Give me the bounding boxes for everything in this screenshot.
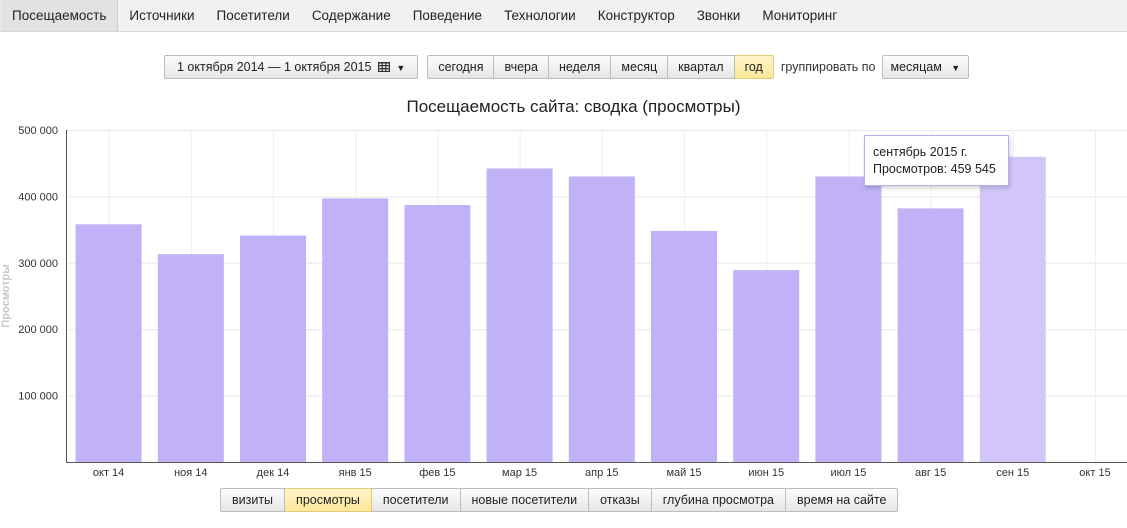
x-tick-label: окт 14	[93, 467, 124, 479]
nav-tab-technologies[interactable]: Технологии	[504, 8, 576, 23]
nav-tab-visitors[interactable]: Посетители	[216, 8, 290, 23]
bar	[157, 254, 224, 462]
tooltip-value: Просмотров: 459 545	[873, 162, 996, 176]
chart-tooltip: сентябрь 2015 г. Просмотров: 459 545	[864, 135, 1009, 186]
date-range-label: 1 октября 2014 — 1 октября 2015	[177, 60, 372, 74]
group-by-select[interactable]: месяцам ▼	[881, 55, 970, 79]
period-yesterday-button[interactable]: вчера	[494, 55, 549, 79]
top-navigation: Посещаемость Источники Посетители Содерж…	[0, 0, 1127, 32]
group-by-label: группировать по	[780, 60, 876, 74]
period-selector: сегодня вчера неделя месяц квартал год	[427, 55, 774, 79]
x-tick-label: апр 15	[585, 467, 618, 479]
metric-visitors-button[interactable]: посетители	[371, 488, 461, 512]
y-tick-label: 100 000	[18, 391, 58, 403]
y-axis-label: Просмотры	[0, 264, 12, 327]
bar	[486, 168, 553, 462]
group-by-value: месяцам	[890, 60, 942, 74]
metric-visits-button[interactable]: визиты	[220, 488, 286, 512]
bar	[815, 176, 882, 463]
chevron-down-icon: ▼	[396, 63, 406, 73]
x-tick-label: май 15	[666, 467, 701, 479]
nav-tab-sources[interactable]: Источники	[129, 8, 195, 23]
x-tick-label: авг 15	[915, 467, 946, 479]
bar	[322, 198, 389, 462]
x-tick-label: янв 15	[339, 467, 372, 479]
period-today-button[interactable]: сегодня	[427, 55, 495, 79]
nav-tab-constructor[interactable]: Конструктор	[597, 8, 675, 23]
tooltip-date: сентябрь 2015 г.	[873, 145, 968, 159]
bar	[651, 230, 717, 462]
x-tick-label: окт 15	[1079, 467, 1110, 479]
calendar-icon	[377, 62, 390, 72]
date-range-picker[interactable]: 1 октября 2014 — 1 октября 2015 ▼	[164, 55, 419, 79]
bar	[897, 208, 964, 462]
nav-tab-calls[interactable]: Звонки	[696, 8, 741, 23]
y-tick-label: 300 000	[18, 258, 58, 270]
period-quarter-button[interactable]: квартал	[668, 55, 735, 79]
metric-depth-button[interactable]: глубина просмотра	[651, 488, 787, 512]
metric-time-on-site-button[interactable]: время на сайте	[786, 488, 899, 512]
y-tick-label: 500 000	[18, 125, 58, 137]
bar	[979, 156, 1046, 462]
metric-new-visitors-button[interactable]: новые посетители	[460, 488, 590, 512]
pageviews-bar-chart: 100 000 200 000 300 000 400 000 500 000 окт 1…	[0, 125, 1127, 479]
bar	[75, 224, 142, 462]
chevron-down-icon: ▼	[951, 63, 961, 73]
x-tick-label: мар 15	[502, 467, 537, 479]
period-month-button[interactable]: месяц	[611, 55, 669, 79]
bar	[240, 235, 306, 462]
x-tick-label: ноя 14	[174, 467, 207, 479]
x-tick-label: фев 15	[419, 467, 455, 479]
nav-tab-behavior[interactable]: Поведение	[412, 8, 483, 23]
period-week-button[interactable]: неделя	[548, 55, 612, 79]
x-tick-label: июл 15	[830, 467, 866, 479]
bar	[404, 205, 471, 463]
metric-selector: визиты просмотры посетители новые посети…	[220, 488, 899, 512]
metric-bounces-button[interactable]: отказы	[589, 488, 652, 512]
bar	[733, 270, 800, 462]
x-tick-label: сен 15	[996, 467, 1029, 479]
y-tick-label: 200 000	[18, 324, 58, 336]
chart-title: Посещаемость сайта: сводка (просмотры)	[406, 97, 741, 116]
metric-pageviews-button[interactable]: просмотры	[285, 488, 372, 512]
x-tick-label: июн 15	[748, 467, 784, 479]
period-year-button[interactable]: год	[734, 55, 774, 79]
nav-tab-content[interactable]: Содержание	[311, 8, 391, 23]
bar	[568, 176, 635, 463]
nav-tab-attendance[interactable]: Посещаемость	[0, 0, 119, 31]
report-controls: 1 октября 2014 — 1 октября 2015 ▼ сегодн…	[164, 55, 970, 79]
y-tick-label: 400 000	[18, 191, 58, 203]
x-tick-label: дек 14	[257, 467, 290, 479]
nav-tab-monitoring[interactable]: Мониторинг	[762, 8, 838, 23]
